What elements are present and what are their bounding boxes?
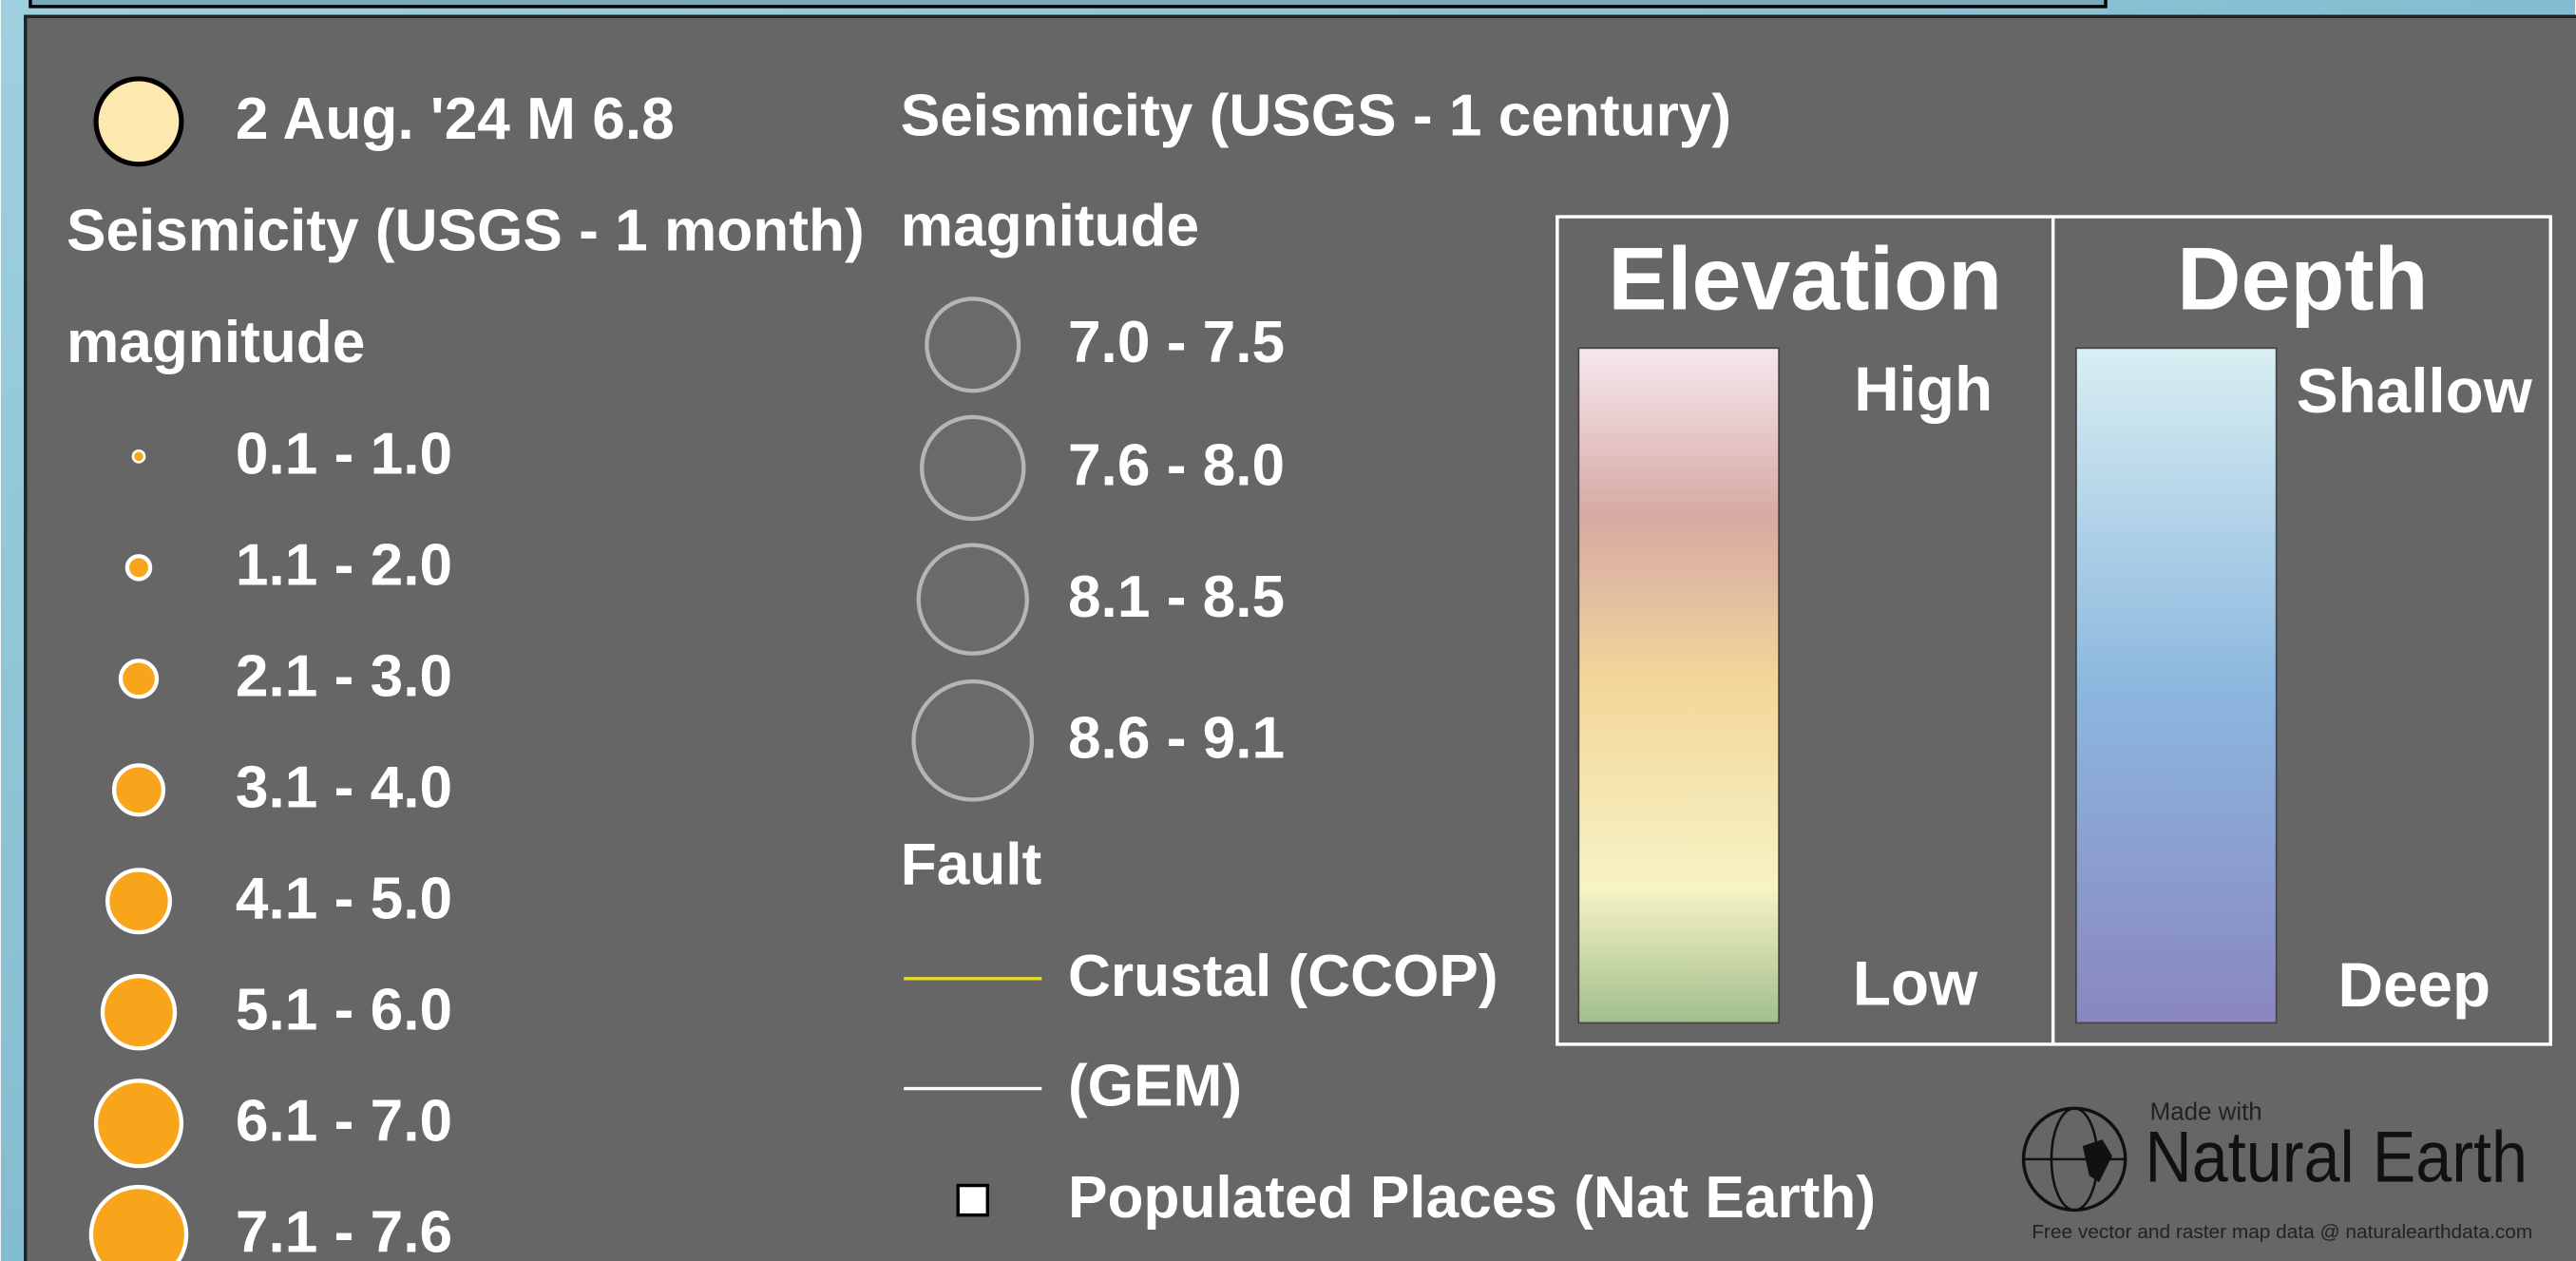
depth-low: Deep xyxy=(2338,950,2491,1020)
month-class-label: 0.1 - 1.0 xyxy=(236,422,452,487)
century-symbol xyxy=(926,298,1019,391)
credit-brand: Natural Earth xyxy=(2145,1117,2528,1197)
month-symbol xyxy=(107,869,170,932)
century-class-label: 8.1 - 8.5 xyxy=(1068,564,1285,630)
fault-label: Crustal (CCOP) xyxy=(1068,944,1498,1009)
century-symbol xyxy=(922,417,1023,519)
century-subtitle: magnitude xyxy=(901,193,1199,258)
month-class-label: 2.1 - 3.0 xyxy=(236,643,452,709)
month-symbol xyxy=(114,765,163,814)
place-symbol xyxy=(958,1186,987,1215)
places-label: Populated Places (Nat Earth) xyxy=(1068,1165,1876,1231)
month-class-label: 6.1 - 7.0 xyxy=(236,1088,452,1154)
elevation-ramp xyxy=(1578,348,1779,1022)
month-class-label: 5.1 - 6.0 xyxy=(236,977,452,1042)
event-symbol xyxy=(96,79,181,164)
elevation-title: Elevation xyxy=(1608,229,2002,328)
month-symbol xyxy=(133,450,144,462)
month-symbol xyxy=(96,1080,181,1166)
month-class-label: 1.1 - 2.0 xyxy=(236,532,452,598)
legend-map: 2 Aug. '24 M 6.8 Seismicity (USGS - 1 mo… xyxy=(0,0,2576,1261)
month-symbol xyxy=(121,660,157,697)
century-symbol xyxy=(914,681,1032,799)
century-class-label: 7.0 - 7.5 xyxy=(1068,310,1285,375)
month-symbol xyxy=(103,976,175,1048)
depth-title: Depth xyxy=(2177,229,2428,328)
month-subtitle: magnitude xyxy=(67,310,365,375)
month-title: Seismicity (USGS - 1 month) xyxy=(67,199,865,264)
depth-ramp xyxy=(2076,348,2277,1022)
century-class-label: 8.6 - 9.1 xyxy=(1068,705,1285,771)
month-symbol xyxy=(127,556,150,579)
century-title: Seismicity (USGS - 1 century) xyxy=(901,84,1731,149)
credit-tagline: Free vector and raster map data @ natura… xyxy=(2032,1221,2532,1243)
month-class-label: 7.1 - 7.6 xyxy=(236,1199,452,1261)
century-class-label: 7.6 - 8.0 xyxy=(1068,433,1285,499)
month-class-label: 4.1 - 5.0 xyxy=(236,866,452,931)
fault-title: Fault xyxy=(901,831,1042,897)
event-label: 2 Aug. '24 M 6.8 xyxy=(236,86,675,152)
elevation-high: High xyxy=(1854,354,1993,424)
fault-label: (GEM) xyxy=(1068,1054,1242,1119)
elevation-low: Low xyxy=(1853,949,1978,1019)
month-class-label: 3.1 - 4.0 xyxy=(236,755,452,820)
depth-high: Shallow xyxy=(2297,356,2533,426)
page: 2 Aug. '24 M 6.8 Seismicity (USGS - 1 mo… xyxy=(0,0,2576,1261)
inset-frame xyxy=(30,0,2106,7)
century-symbol xyxy=(919,545,1027,654)
month-symbol xyxy=(91,1187,186,1261)
